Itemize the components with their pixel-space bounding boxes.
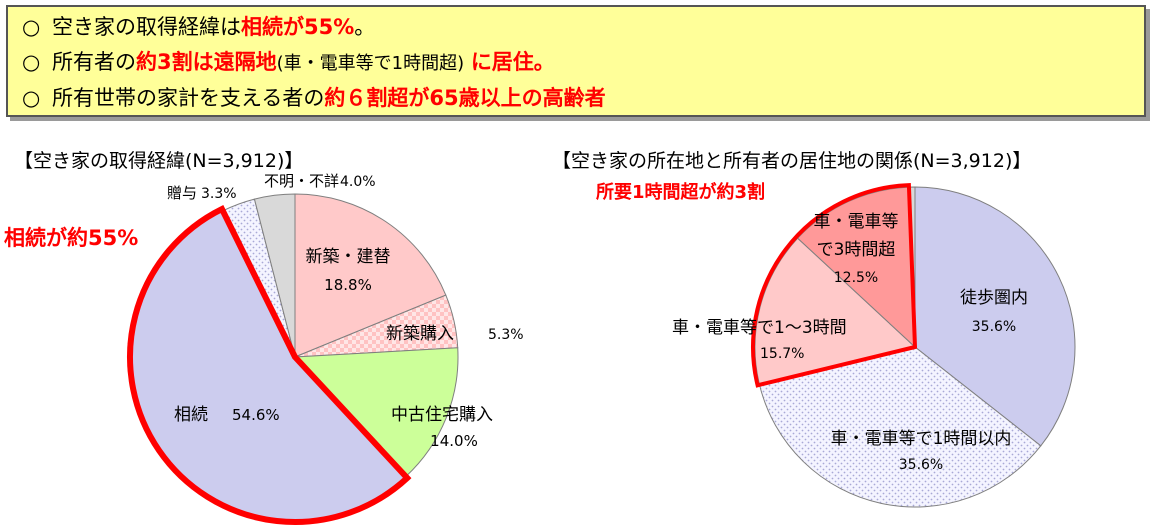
pie-slice-walking-distance <box>914 186 1076 447</box>
label-1-3h: 車・電車等で1～3時間 <box>672 318 847 338</box>
value-within-1h: 35.6% <box>899 457 943 473</box>
value-over-3h: 12.5% <box>834 270 878 286</box>
label-over-3h-line2: で3時間超 <box>817 240 896 260</box>
label-unknown: 不明・不詳 <box>264 172 339 190</box>
label-walking-distance: 徒歩圏内 <box>960 288 1028 308</box>
chart-2-title: 【空き家の所在地と所有者の居住地の関係(N=3,912)】 <box>552 150 1032 172</box>
annotation-inheritance-55: 相続が約55% <box>4 226 138 250</box>
label-inheritance: 相続 <box>174 405 208 425</box>
value-gift: 3.3% <box>201 186 237 202</box>
pie-slice-within-1h <box>758 346 1042 508</box>
label-used-purchase: 中古住宅購入 <box>391 405 493 425</box>
summary-banner: ○ 空き家の取得経緯は相続が55%。 ○ 所有者の約3割は遠隔地(車・電車等で1時間… <box>6 5 1146 117</box>
value-1-3h: 15.7% <box>760 346 804 362</box>
label-new-purchase: 新築購入 <box>386 324 454 344</box>
summary-line-1: ○ 空き家の取得経緯は相続が55%。 <box>22 10 1144 45</box>
circle-bullet-icon: ○ <box>22 15 41 39</box>
pie-slice-used-purchase <box>293 347 459 478</box>
chart-1-title: 【空き家の取得経緯(N=3,912)】 <box>14 150 304 172</box>
pie-slice-new-build <box>294 193 447 358</box>
label-new-build: 新築・建替 <box>306 247 391 267</box>
circle-bullet-icon: ○ <box>22 50 41 74</box>
value-new-build: 18.8% <box>324 276 372 294</box>
value-new-purchase: 5.3% <box>488 327 524 343</box>
highlight-outline-inheritance <box>127 205 412 525</box>
label-over-3h-line1: 車・電車等 <box>814 212 899 232</box>
pie-slice-1-3h <box>754 237 917 386</box>
label-within-1h: 車・電車等で1時間以内 <box>831 429 1012 449</box>
value-unknown: 4.0% <box>340 174 376 190</box>
annotation-over-1h-30pct: 所要1時間超が約3割 <box>596 181 765 203</box>
highlight-outline-over-1h <box>751 183 918 388</box>
value-used-purchase: 14.0% <box>430 432 478 450</box>
value-walking-distance: 35.6% <box>972 319 1016 335</box>
circle-bullet-icon: ○ <box>22 86 41 110</box>
summary-line-3: ○ 所有世帯の家計を支える者の約６割超が65歳以上の高齢者 <box>22 81 1144 116</box>
label-gift: 贈与 <box>167 184 197 202</box>
pie-slice-unknown <box>253 193 296 358</box>
value-inheritance: 54.6% <box>232 406 280 424</box>
summary-line-2: ○ 所有者の約3割は遠隔地(車・電車等で1時間超) に居住。 <box>22 45 1144 81</box>
